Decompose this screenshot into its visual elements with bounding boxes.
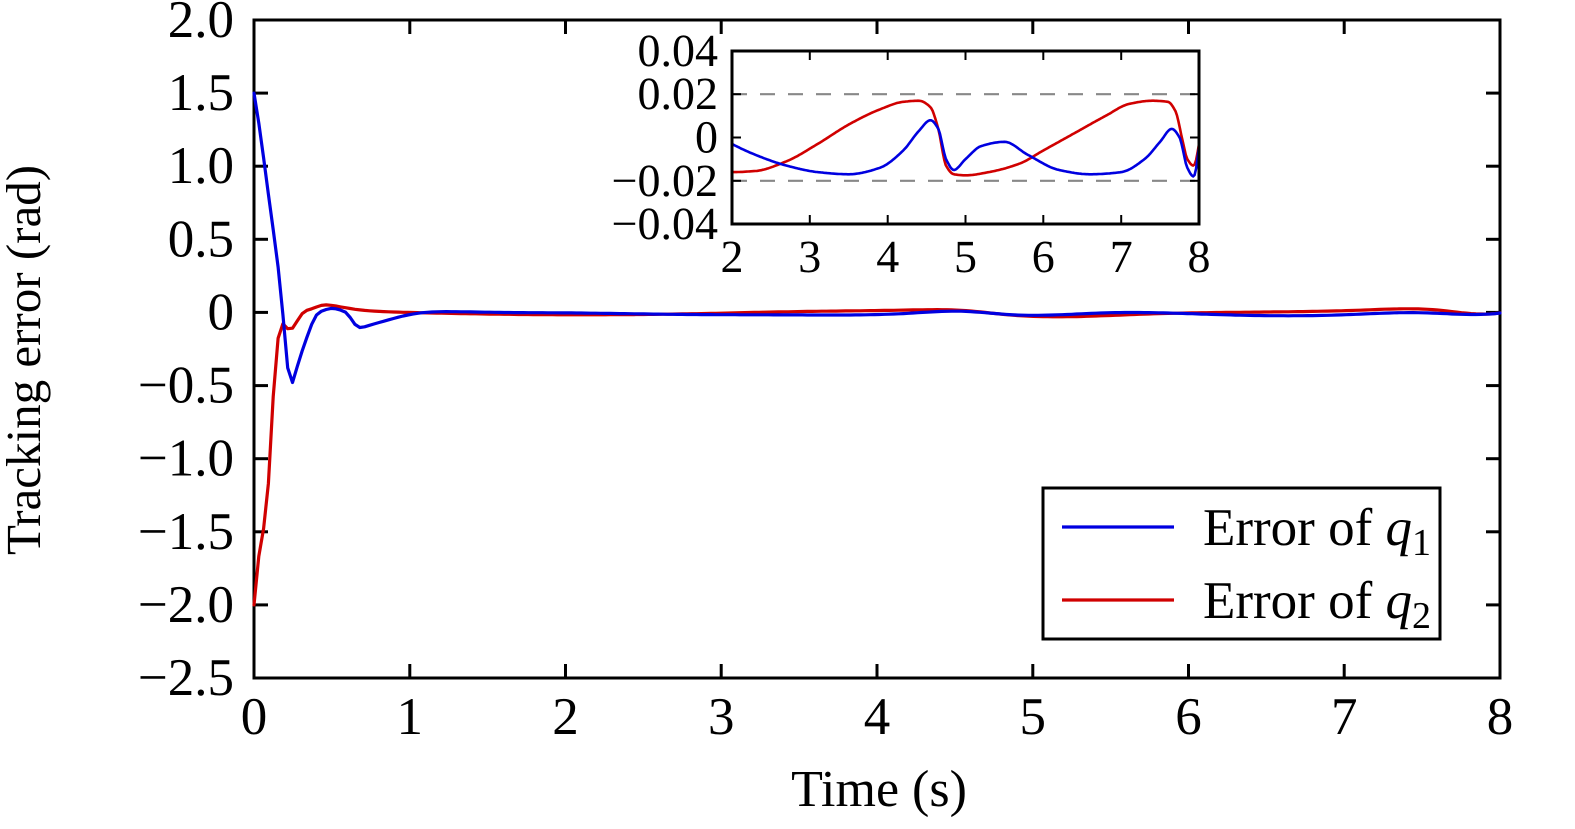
svg-text:4: 4 [876,231,899,282]
svg-text:1: 1 [397,688,424,746]
svg-text:−0.04: −0.04 [612,198,718,249]
svg-text:5: 5 [954,231,977,282]
svg-text:Time (s): Time (s) [791,761,967,818]
svg-text:7: 7 [1331,688,1358,746]
svg-text:3: 3 [708,688,735,746]
svg-text:1.0: 1.0 [168,137,234,195]
svg-text:0: 0 [241,688,268,746]
svg-text:7: 7 [1110,231,1133,282]
svg-text:2.0: 2.0 [168,0,234,49]
svg-text:Error of q2: Error of q2 [1203,572,1431,637]
svg-text:−1.0: −1.0 [138,430,234,488]
svg-text:6: 6 [1032,231,1055,282]
svg-text:−1.5: −1.5 [138,503,234,561]
svg-text:8: 8 [1188,231,1211,282]
svg-text:6: 6 [1175,688,1202,746]
svg-text:2: 2 [552,688,579,746]
svg-text:−0.5: −0.5 [138,357,234,415]
svg-text:2: 2 [721,231,744,282]
svg-text:Error of q1: Error of q1 [1203,499,1431,564]
svg-text:Tracking error (rad): Tracking error (rad) [0,165,51,555]
svg-text:−2.5: −2.5 [138,649,234,707]
svg-text:5: 5 [1020,688,1047,746]
svg-text:1.5: 1.5 [168,64,234,122]
svg-text:0.5: 0.5 [168,210,234,268]
svg-text:0: 0 [208,283,235,341]
svg-text:4: 4 [864,688,891,746]
svg-text:−2.0: −2.0 [138,576,234,634]
svg-text:8: 8 [1487,688,1514,746]
svg-text:3: 3 [798,231,821,282]
